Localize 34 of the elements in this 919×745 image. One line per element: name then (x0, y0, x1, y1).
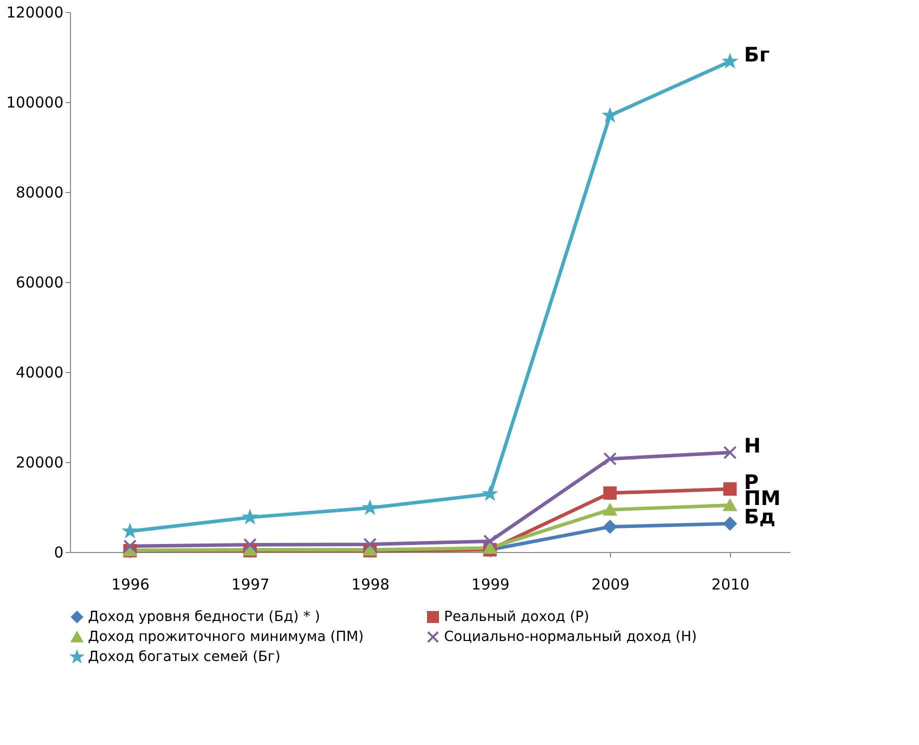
x-tick-label: 2010 (711, 576, 750, 594)
point (603, 452, 617, 466)
x-tick-label: 1999 (471, 576, 510, 594)
y-tick-label: 20000 (16, 454, 64, 472)
point (723, 482, 737, 496)
x-tick-label: 1996 (111, 576, 150, 594)
legend-label: Доход прожиточного минимума (ПМ) (88, 629, 364, 645)
y-tick-label: 120000 (6, 4, 64, 22)
point (603, 504, 617, 516)
legend-label: Доход уровня бедности (Бд) * ) (88, 609, 320, 625)
annotation: Бд (744, 504, 776, 529)
point (483, 534, 497, 548)
point (243, 538, 257, 552)
point (723, 516, 737, 530)
annotation: Бг (744, 42, 770, 66)
point (603, 520, 617, 534)
point (603, 486, 617, 500)
y-tick-label: 80000 (16, 184, 64, 202)
x-tick-label: 2009 (591, 576, 630, 594)
point (363, 538, 377, 552)
x-tick-label: 1997 (231, 576, 270, 594)
point (123, 539, 137, 553)
y-tick-label: 0 (54, 544, 64, 562)
legend-label: Социально-нормальный доход (Н) (444, 629, 697, 645)
y-tick-label: 60000 (16, 274, 64, 292)
x-tick-label: 1998 (351, 576, 390, 594)
legend-label: Доход богатых семей (Бг) (88, 649, 280, 665)
legend-label: Реальный доход (Р) (444, 609, 590, 625)
annotation: Н (744, 434, 761, 458)
point (723, 446, 737, 460)
point (723, 499, 737, 512)
y-tick-label: 40000 (16, 364, 64, 382)
y-tick-label: 100000 (6, 94, 64, 112)
point (483, 542, 497, 554)
